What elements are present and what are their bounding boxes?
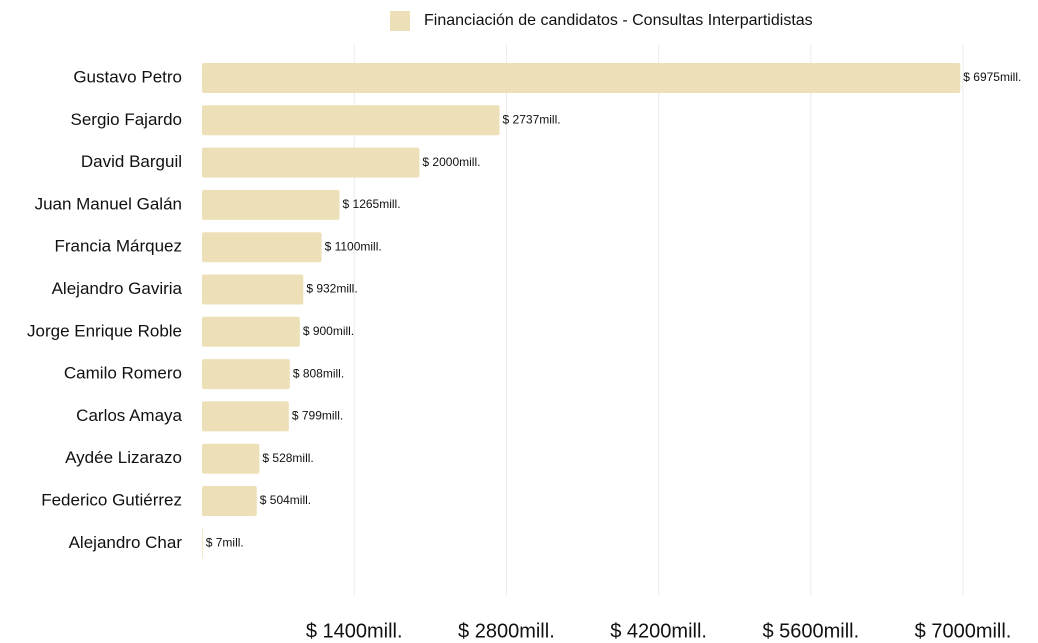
bar [202,528,203,559]
y-tick-label: Francia Márquez [54,237,182,256]
bar [202,443,260,474]
y-tick-label: Jorge Enrique Roble [27,321,182,340]
legend-swatch [390,11,410,31]
bar [202,316,300,347]
y-tick-label: Federico Gutiérrez [41,490,182,509]
x-tick-label: $ 1400mill. [306,620,403,642]
x-tick-label: $ 7000mill. [915,620,1012,642]
value-label: $ 1100mill. [325,239,382,253]
bar [202,401,289,432]
bar [202,486,257,516]
y-tick-label: Alejandro Char [69,533,183,552]
value-label: $ 6975mill. [963,70,1021,84]
y-tick-label: Juan Manuel Galán [35,194,182,213]
y-tick-label: Sergio Fajardo [70,110,182,129]
x-tick-label: $ 2800mill. [458,620,555,642]
bar [202,105,500,136]
value-label: $ 900mill. [303,324,354,338]
y-tick-label: Alejandro Gaviria [52,279,183,298]
value-label: $ 528mill. [262,451,313,465]
bar [202,274,304,305]
y-tick-label: David Barguil [81,152,182,171]
y-tick-label: Aydée Lizarazo [65,448,182,467]
value-label: $ 1265mill. [343,197,401,211]
value-label: $ 7mill. [206,535,244,549]
y-tick-label: Carlos Amaya [76,406,182,425]
bar [202,232,322,263]
bar [202,359,290,390]
bar [202,147,420,178]
value-label: $ 2000mill. [422,155,480,169]
bar [202,63,961,93]
y-tick-label: Gustavo Petro [73,67,182,86]
value-label: $ 504mill. [260,493,311,507]
y-tick-label: Camilo Romero [64,364,182,383]
value-label: $ 932mill. [306,282,357,296]
value-label: $ 808mill. [293,366,344,380]
value-label: $ 2737mill. [503,112,561,126]
x-tick-label: $ 4200mill. [610,620,707,642]
x-tick-label: $ 5600mill. [762,620,859,642]
legend-label: Financiación de candidatos - Consultas I… [424,12,813,29]
value-label: $ 799mill. [292,409,343,423]
bar [202,189,340,220]
